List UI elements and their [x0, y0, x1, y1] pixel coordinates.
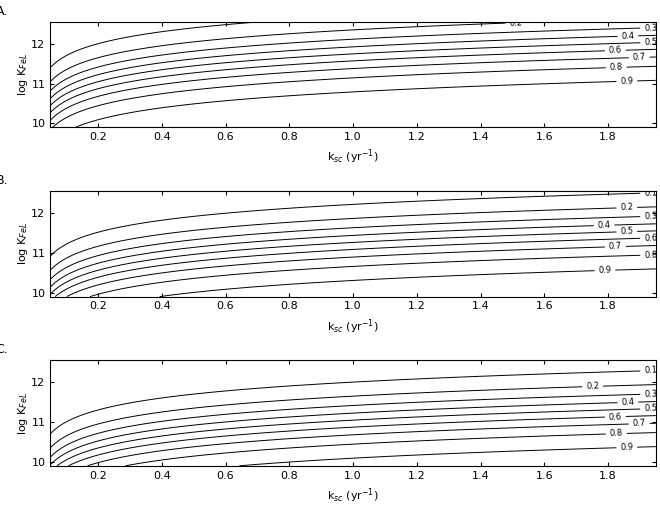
Text: 0.6: 0.6 [609, 412, 622, 421]
Text: 0.7: 0.7 [609, 242, 622, 251]
Text: 0.3: 0.3 [644, 212, 657, 221]
Text: 0.1: 0.1 [30, 118, 40, 131]
Text: A.: A. [0, 5, 8, 17]
Text: 0.4: 0.4 [597, 220, 611, 230]
Text: 0.3: 0.3 [644, 389, 657, 399]
Text: 0.8: 0.8 [610, 63, 623, 72]
Text: 0.6: 0.6 [644, 233, 657, 243]
Y-axis label: log K$_{FeL}$: log K$_{FeL}$ [16, 53, 30, 96]
X-axis label: k$_{sc}$ (yr$^{-1}$): k$_{sc}$ (yr$^{-1}$) [327, 317, 379, 335]
Text: 0.8: 0.8 [644, 250, 657, 260]
Text: 0.4: 0.4 [621, 32, 634, 41]
Y-axis label: log K$_{FeL}$: log K$_{FeL}$ [16, 222, 30, 265]
Text: 0.4: 0.4 [621, 398, 634, 407]
Text: 0.9: 0.9 [620, 443, 634, 452]
Text: 0.7: 0.7 [632, 419, 646, 429]
Text: 0.5: 0.5 [644, 38, 657, 47]
Text: 0.5: 0.5 [644, 404, 657, 413]
Y-axis label: log K$_{FeL}$: log K$_{FeL}$ [16, 391, 30, 435]
X-axis label: k$_{sc}$ (yr$^{-1}$): k$_{sc}$ (yr$^{-1}$) [327, 148, 379, 166]
Text: 0.9: 0.9 [620, 76, 634, 86]
Text: 0.2: 0.2 [620, 203, 634, 212]
Text: 0.5: 0.5 [620, 227, 634, 237]
Text: 0.9: 0.9 [598, 266, 612, 275]
Text: 0.8: 0.8 [609, 429, 623, 438]
Text: 0.2: 0.2 [509, 18, 523, 27]
Text: 0.1: 0.1 [644, 366, 657, 376]
Text: 0.6: 0.6 [609, 46, 622, 55]
X-axis label: k$_{sc}$ (yr$^{-1}$): k$_{sc}$ (yr$^{-1}$) [327, 486, 379, 505]
Text: 0.2: 0.2 [586, 382, 599, 391]
Text: 0.1: 0.1 [644, 188, 657, 197]
Text: C.: C. [0, 343, 9, 356]
Text: 0.3: 0.3 [644, 23, 657, 33]
Text: 0.7: 0.7 [632, 53, 646, 62]
Text: B.: B. [0, 174, 9, 187]
